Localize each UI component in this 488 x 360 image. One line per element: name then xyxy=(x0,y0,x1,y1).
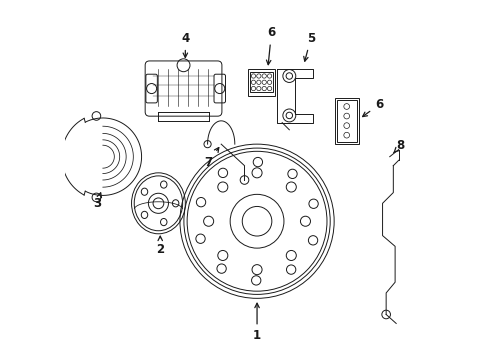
Bar xyxy=(247,69,274,96)
Bar xyxy=(335,98,358,144)
Text: 1: 1 xyxy=(252,303,261,342)
Text: 7: 7 xyxy=(204,148,218,168)
Text: 4: 4 xyxy=(181,32,189,58)
Text: 2: 2 xyxy=(156,236,164,256)
Text: 8: 8 xyxy=(393,139,404,153)
Bar xyxy=(337,100,356,141)
Bar xyxy=(249,72,273,92)
Text: 6: 6 xyxy=(362,98,382,117)
Text: 6: 6 xyxy=(266,27,275,65)
Text: 5: 5 xyxy=(303,32,314,61)
Text: 3: 3 xyxy=(93,193,102,210)
